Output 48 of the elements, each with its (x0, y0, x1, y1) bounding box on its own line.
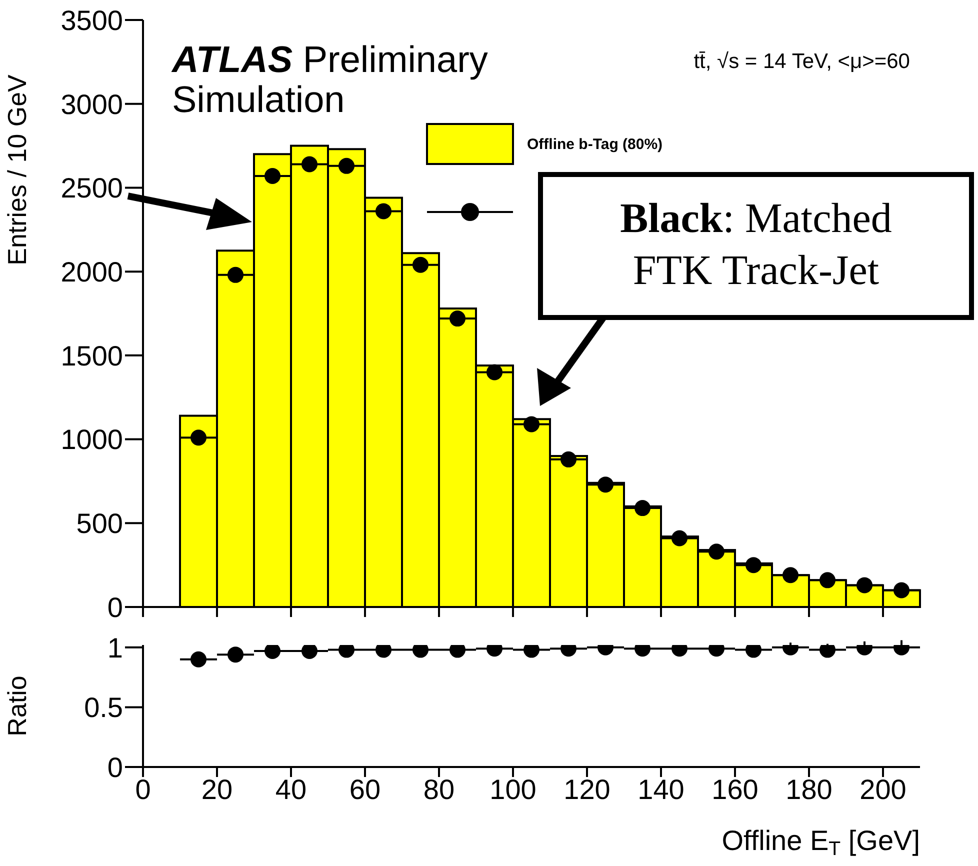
point (264, 168, 280, 184)
point (228, 266, 244, 283)
point (746, 557, 762, 574)
point (190, 430, 206, 446)
annotation: ATLAS Preliminary Simulation (172, 39, 489, 120)
point (450, 310, 466, 327)
point (634, 500, 650, 516)
y-tick-label: 3500 (60, 4, 123, 36)
callout-box: Black: Matched FTK Track-Jet (538, 172, 974, 320)
x-axis-title: Offline E$_{T}$ [GeV] (722, 825, 920, 860)
point (708, 544, 724, 560)
x-tick-label: 180 (786, 774, 832, 805)
annotation: tt̄, √s = 14 TeV, <μ>=60 (692, 50, 910, 74)
y-tick-label: 500 (76, 508, 123, 540)
point (302, 156, 318, 172)
point (782, 567, 798, 584)
point (820, 572, 836, 588)
point (376, 203, 392, 220)
y-tick-label: 2500 (60, 172, 123, 204)
y-tick-label: 1500 (60, 340, 123, 372)
point (524, 416, 540, 432)
y-tick-label: 0 (107, 752, 123, 783)
y-tick-label: 3000 (60, 88, 123, 120)
x-tick-label: 120 (564, 774, 610, 805)
x-tick-label: 60 (349, 774, 381, 805)
point (560, 451, 576, 468)
x-tick-label: 80 (423, 774, 455, 805)
point (486, 364, 502, 380)
point (856, 577, 872, 594)
point (338, 158, 354, 174)
y-tick-label: 0 (107, 592, 123, 623)
x-tick-label: 0 (135, 774, 151, 805)
point (412, 256, 428, 273)
x-tick-label: 40 (275, 774, 307, 805)
y-axis-title: Entries / 10 GeV (2, 74, 32, 266)
x-tick-label: 200 (860, 774, 906, 805)
x-tick-label: 100 (490, 774, 536, 805)
x-tick-label: 20 (201, 774, 233, 805)
x-tick-label: 160 (712, 774, 758, 805)
y-tick-label: 1000 (60, 424, 123, 456)
y-tick-label: 1 (107, 632, 123, 664)
y-tick-label: 0.5 (84, 692, 123, 724)
y-tick-label: 2000 (60, 256, 123, 288)
text: Offline b-Tag (80%) (527, 136, 663, 152)
point (672, 530, 688, 546)
y-axis-title: Ratio (2, 676, 32, 736)
x-tick-label: 140 (638, 774, 684, 805)
point (598, 476, 614, 493)
